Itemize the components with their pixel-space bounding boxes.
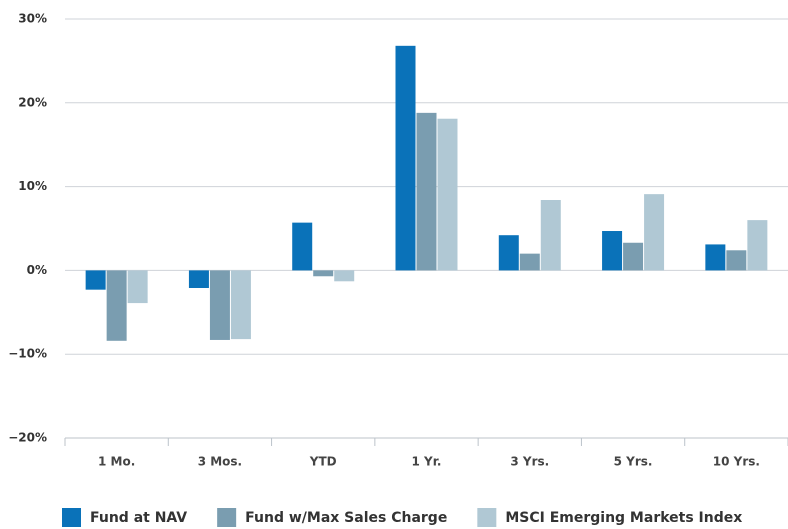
- x-tick-label: 5 Yrs.: [614, 455, 653, 469]
- bar: [623, 242, 644, 271]
- y-tick-label: −10%: [8, 347, 47, 361]
- legend-label: MSCI Emerging Markets Index: [505, 510, 742, 526]
- legend-label: Fund at NAV: [90, 510, 187, 526]
- bar: [188, 270, 209, 288]
- bar: [540, 200, 561, 271]
- y-tick-label: 20%: [18, 95, 47, 109]
- legend-swatch: [62, 508, 81, 527]
- y-tick-label: 0%: [27, 263, 47, 277]
- x-tick-label: 1 Yr.: [412, 455, 442, 469]
- bar: [644, 194, 665, 271]
- bar: [437, 118, 458, 271]
- bar: [209, 270, 230, 340]
- bar: [602, 231, 623, 271]
- bar: [726, 250, 747, 271]
- x-tick-label: YTD: [309, 455, 337, 469]
- legend-swatch: [217, 508, 237, 527]
- x-tick-label: 1 Mo.: [98, 455, 135, 469]
- y-tick-label: 30%: [18, 12, 47, 26]
- x-tick-label: 3 Yrs.: [510, 455, 549, 469]
- bar: [498, 235, 519, 271]
- bar: [292, 222, 313, 271]
- legend-label: Fund w/Max Sales Charge: [245, 510, 447, 526]
- bar: [106, 270, 127, 341]
- bar: [395, 45, 416, 271]
- bar: [127, 270, 148, 304]
- bar: [334, 270, 355, 282]
- bar: [747, 220, 768, 271]
- x-tick-label: 10 Yrs.: [713, 455, 760, 469]
- bar: [519, 253, 540, 271]
- x-tick-label: 3 Mos.: [198, 455, 242, 469]
- bar: [230, 270, 251, 340]
- bar: [313, 270, 334, 277]
- bar: [705, 244, 726, 271]
- y-tick-label: −20%: [8, 431, 47, 445]
- bar: [416, 112, 437, 271]
- y-tick-label: 10%: [18, 179, 47, 193]
- legend-swatch: [477, 508, 497, 527]
- bar: [85, 270, 106, 290]
